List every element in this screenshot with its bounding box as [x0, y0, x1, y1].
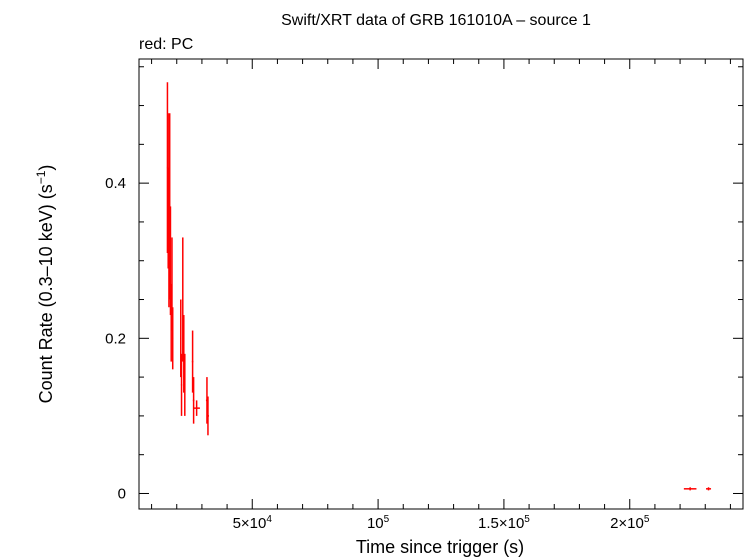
data-point [171, 307, 174, 370]
data-point [193, 400, 200, 416]
y-axis-ticks: 0 0.2 0.4 [105, 66, 743, 502]
y-axis-label-main: Count Rate (0.3–10 keV) (s [36, 184, 56, 403]
x-tick-label: 1.5×105 [478, 514, 530, 532]
chart-title: Swift/XRT data of GRB 161010A – source 1 [281, 12, 591, 29]
data-point [683, 487, 697, 491]
chart-subtitle: red: PC [139, 36, 193, 53]
x-tick-label: 5×104 [233, 514, 273, 532]
y-tick-label: 0 [118, 485, 126, 502]
data-point [169, 206, 172, 316]
data-point [191, 330, 194, 393]
x-axis-ticks: 5×104 105 1.5×105 2×105 [151, 59, 731, 532]
data-point [184, 353, 186, 416]
y-axis-label-exponent: −1 [34, 170, 48, 184]
data-point [706, 487, 712, 491]
x-tick-label: 105 [367, 514, 390, 532]
data-points [166, 82, 712, 491]
y-axis-label: Count Rate (0.3–10 keV) (s−1) [34, 165, 56, 404]
data-point [180, 299, 182, 378]
data-point [171, 237, 173, 331]
y-axis-label-end: ) [36, 165, 56, 171]
y-tick-label: 0.4 [105, 175, 126, 192]
data-point [206, 396, 209, 436]
data-point [180, 353, 183, 416]
x-axis-label: Time since trigger (s) [356, 537, 524, 557]
data-point [182, 237, 184, 362]
y-tick-label: 0.2 [105, 330, 126, 347]
x-tick-label: 2×105 [610, 514, 650, 532]
plot-frame [138, 58, 744, 510]
data-point [192, 377, 195, 424]
